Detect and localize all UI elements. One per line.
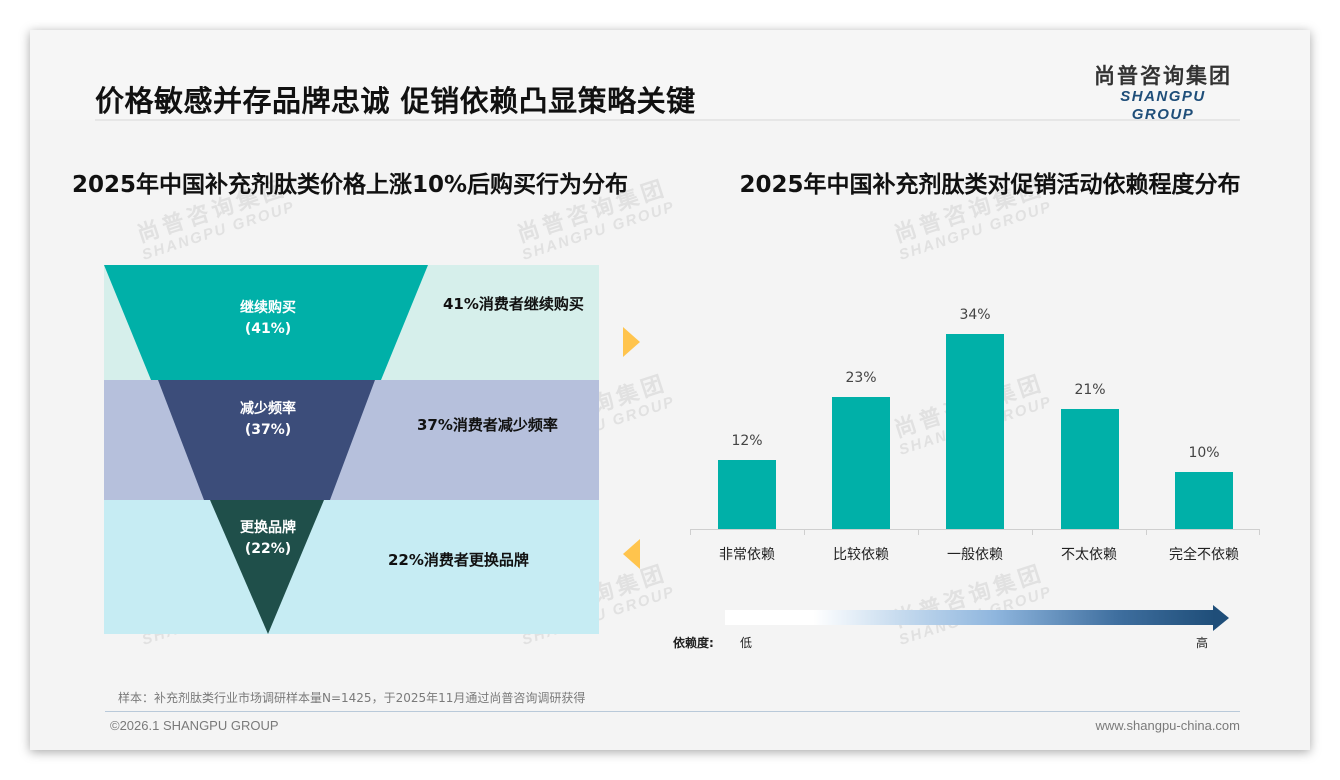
footer-divider <box>105 711 1240 712</box>
bar-fairly-dependent <box>832 397 890 529</box>
arrow-right-icon <box>623 327 640 357</box>
funnel-segment-label: 减少频率 (37%) <box>240 401 296 438</box>
bar-value: 10% <box>1188 445 1220 461</box>
funnel-segment-switch <box>210 500 324 634</box>
bar-category: 比较依赖 <box>833 547 889 563</box>
funnel-segment-label: 继续购买 (41%) <box>240 300 296 337</box>
bar-moderately-dependent <box>946 334 1004 529</box>
legend-high: 高 <box>1196 636 1209 650</box>
axis-tick <box>1259 529 1260 535</box>
band-label: 41%消费者继续购买 <box>443 295 584 313</box>
legend-low: 低 <box>740 636 753 650</box>
x-axis <box>690 529 1260 530</box>
website-link[interactable]: www.shangpu-china.com <box>1095 718 1240 733</box>
company-logo: 尚普咨询集团 SHANGPU GROUP <box>1088 64 1238 124</box>
axis-tick <box>690 529 691 535</box>
axis-tick <box>1146 529 1147 535</box>
title-divider <box>95 119 1240 121</box>
bar-category: 不太依赖 <box>1061 547 1117 563</box>
header-band <box>30 30 1310 120</box>
bar-chart: 12% 非常依赖 23% 比较依赖 34% 一般依赖 21% 不太依赖 10% … <box>680 300 1270 580</box>
bar-category: 完全不依赖 <box>1169 547 1239 563</box>
band-label: 37%消费者减少频率 <box>417 416 558 434</box>
funnel-segment-continue <box>104 265 428 380</box>
legend-label: 依赖度: <box>673 636 714 650</box>
logo-cn: 尚普咨询集团 <box>1094 64 1232 88</box>
sample-footnote: 样本：补充剂肽类行业市场调研样本量N=1425，于2025年11月通过尚普咨询调… <box>118 691 586 705</box>
copyright: ©2026.1 SHANGPU GROUP <box>110 718 279 733</box>
axis-tick <box>918 529 919 535</box>
bar-very-dependent <box>718 460 776 529</box>
dependency-gradient-arrow <box>725 605 1233 631</box>
funnel-shape <box>104 265 428 634</box>
axis-tick <box>804 529 805 535</box>
bar-value: 12% <box>731 433 763 449</box>
bar-category: 一般依赖 <box>947 547 1003 563</box>
arrow-left-icon <box>623 539 640 569</box>
bar-category: 非常依赖 <box>719 547 775 563</box>
bar-value: 34% <box>959 307 991 323</box>
bar-not-dependent <box>1175 472 1233 529</box>
funnel-segment-reduce <box>158 380 375 500</box>
funnel-segment-label: 更换品牌 (22%) <box>240 520 296 557</box>
bar-chart-title: 2025年中国补充剂肽类对促销活动依赖程度分布 <box>739 172 1241 198</box>
arrow-head-icon <box>1213 605 1229 631</box>
logo-en: SHANGPU GROUP <box>1120 88 1206 123</box>
band-label: 22%消费者更换品牌 <box>388 551 529 569</box>
slide: 价格敏感并存品牌忠诚 促销依赖凸显策略关键 尚普咨询集团 SHANGPU GRO… <box>30 30 1310 750</box>
gradient-bar <box>725 610 1215 625</box>
band-switch: 22%消费者更换品牌 <box>104 500 599 634</box>
bar-value: 23% <box>845 370 877 386</box>
axis-tick <box>1032 529 1033 535</box>
bar-slightly-dependent <box>1061 409 1119 529</box>
funnel-chart-title: 2025年中国补充剂肽类价格上涨10%后购买行为分布 <box>71 172 629 198</box>
page-title: 价格敏感并存品牌忠诚 促销依赖凸显策略关键 <box>95 84 696 118</box>
funnel-chart: 41%消费者继续购买 37%消费者减少频率 22%消费者更换品牌 继续购买 (41… <box>104 265 599 634</box>
bar-value: 21% <box>1074 382 1106 398</box>
